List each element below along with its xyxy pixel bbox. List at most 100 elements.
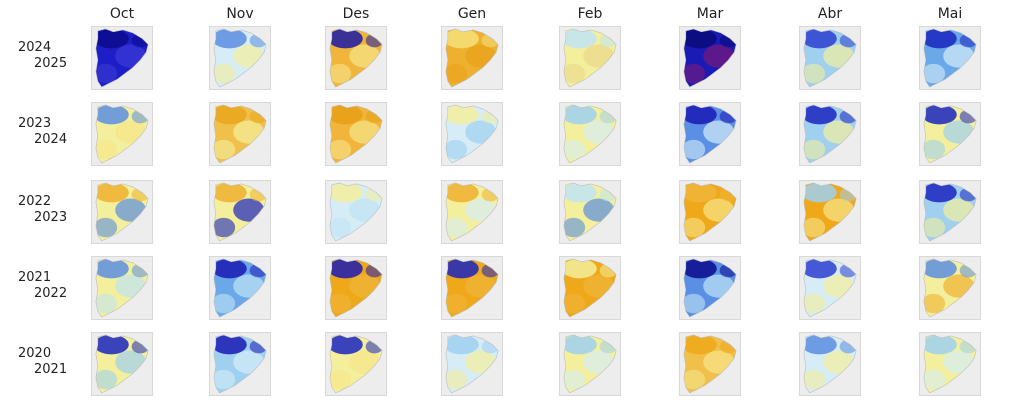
region-map <box>803 104 857 164</box>
region-map <box>803 182 857 242</box>
map-thumbnail <box>919 332 981 396</box>
map-thumbnail <box>325 180 387 244</box>
map-thumbnail <box>799 102 861 166</box>
year-range-label: 2024 2025 <box>18 40 78 72</box>
map-thumbnail <box>679 180 741 244</box>
region-map <box>563 182 617 242</box>
map-thumbnail <box>441 332 503 396</box>
map-thumbnail <box>209 180 271 244</box>
region-map <box>803 258 857 318</box>
year-range-label: 2022 2023 <box>18 194 78 226</box>
map-thumbnail <box>325 332 387 396</box>
map-thumbnail <box>679 26 741 90</box>
map-thumbnail <box>209 332 271 396</box>
region-map <box>95 182 149 242</box>
start-year: 2021 <box>18 270 52 285</box>
map-thumbnail <box>559 102 621 166</box>
map-thumbnail <box>559 26 621 90</box>
region-map <box>213 28 267 88</box>
region-map <box>683 104 737 164</box>
map-thumbnail <box>209 102 271 166</box>
start-year: 2024 <box>18 40 52 55</box>
region-map <box>95 334 149 394</box>
map-thumbnail <box>441 256 503 320</box>
region-map <box>213 104 267 164</box>
end-year: 2021 <box>34 362 68 377</box>
map-thumbnail <box>91 332 153 396</box>
start-year: 2022 <box>18 194 52 209</box>
map-thumbnail <box>799 332 861 396</box>
map-thumbnail <box>91 26 153 90</box>
map-thumbnail <box>441 102 503 166</box>
map-thumbnail <box>799 26 861 90</box>
month-header: Mar <box>696 6 724 22</box>
region-map <box>329 104 383 164</box>
region-map <box>213 258 267 318</box>
map-thumbnail <box>919 26 981 90</box>
region-map <box>563 28 617 88</box>
region-map <box>683 28 737 88</box>
region-map <box>445 104 499 164</box>
region-map <box>923 258 977 318</box>
month-header: Mai <box>937 6 963 22</box>
map-thumbnail <box>325 26 387 90</box>
region-map <box>923 334 977 394</box>
end-year: 2023 <box>34 210 68 225</box>
region-map <box>563 104 617 164</box>
region-map <box>683 258 737 318</box>
month-header: Feb <box>577 6 603 22</box>
year-range-label: 2020 2021 <box>18 346 78 378</box>
map-thumbnail <box>441 26 503 90</box>
map-thumbnail <box>91 256 153 320</box>
map-thumbnail <box>679 102 741 166</box>
region-map <box>329 258 383 318</box>
map-thumbnail <box>559 180 621 244</box>
region-map <box>923 104 977 164</box>
region-map <box>445 28 499 88</box>
region-map <box>329 28 383 88</box>
map-thumbnail <box>679 256 741 320</box>
map-thumbnail <box>209 26 271 90</box>
region-map <box>803 334 857 394</box>
region-map <box>329 334 383 394</box>
month-header: Gen <box>457 6 487 22</box>
region-map <box>683 334 737 394</box>
end-year: 2024 <box>34 132 68 147</box>
map-thumbnail <box>919 102 981 166</box>
map-thumbnail <box>799 256 861 320</box>
month-header: Abr <box>817 6 843 22</box>
map-thumbnail <box>209 256 271 320</box>
region-map <box>213 182 267 242</box>
region-map <box>445 182 499 242</box>
region-map <box>95 28 149 88</box>
map-thumbnail <box>91 180 153 244</box>
month-header: Des <box>342 6 370 22</box>
end-year: 2022 <box>34 286 68 301</box>
map-thumbnail <box>679 332 741 396</box>
region-map <box>563 334 617 394</box>
year-range-label: 2021 2022 <box>18 270 78 302</box>
map-thumbnail <box>325 102 387 166</box>
map-thumbnail <box>559 332 621 396</box>
map-thumbnail <box>919 180 981 244</box>
month-header: Nov <box>226 6 254 22</box>
month-header: Oct <box>109 6 135 22</box>
year-range-label: 2023 2024 <box>18 116 78 148</box>
start-year: 2023 <box>18 116 52 131</box>
region-map <box>95 104 149 164</box>
region-map <box>213 334 267 394</box>
region-map <box>445 334 499 394</box>
region-map <box>95 258 149 318</box>
start-year: 2020 <box>18 346 52 361</box>
map-thumbnail <box>799 180 861 244</box>
region-map <box>445 258 499 318</box>
region-map <box>803 28 857 88</box>
map-thumbnail <box>91 102 153 166</box>
region-map <box>329 182 383 242</box>
map-thumbnail <box>919 256 981 320</box>
map-thumbnail <box>441 180 503 244</box>
region-map <box>923 182 977 242</box>
end-year: 2025 <box>34 56 68 71</box>
region-map <box>923 28 977 88</box>
